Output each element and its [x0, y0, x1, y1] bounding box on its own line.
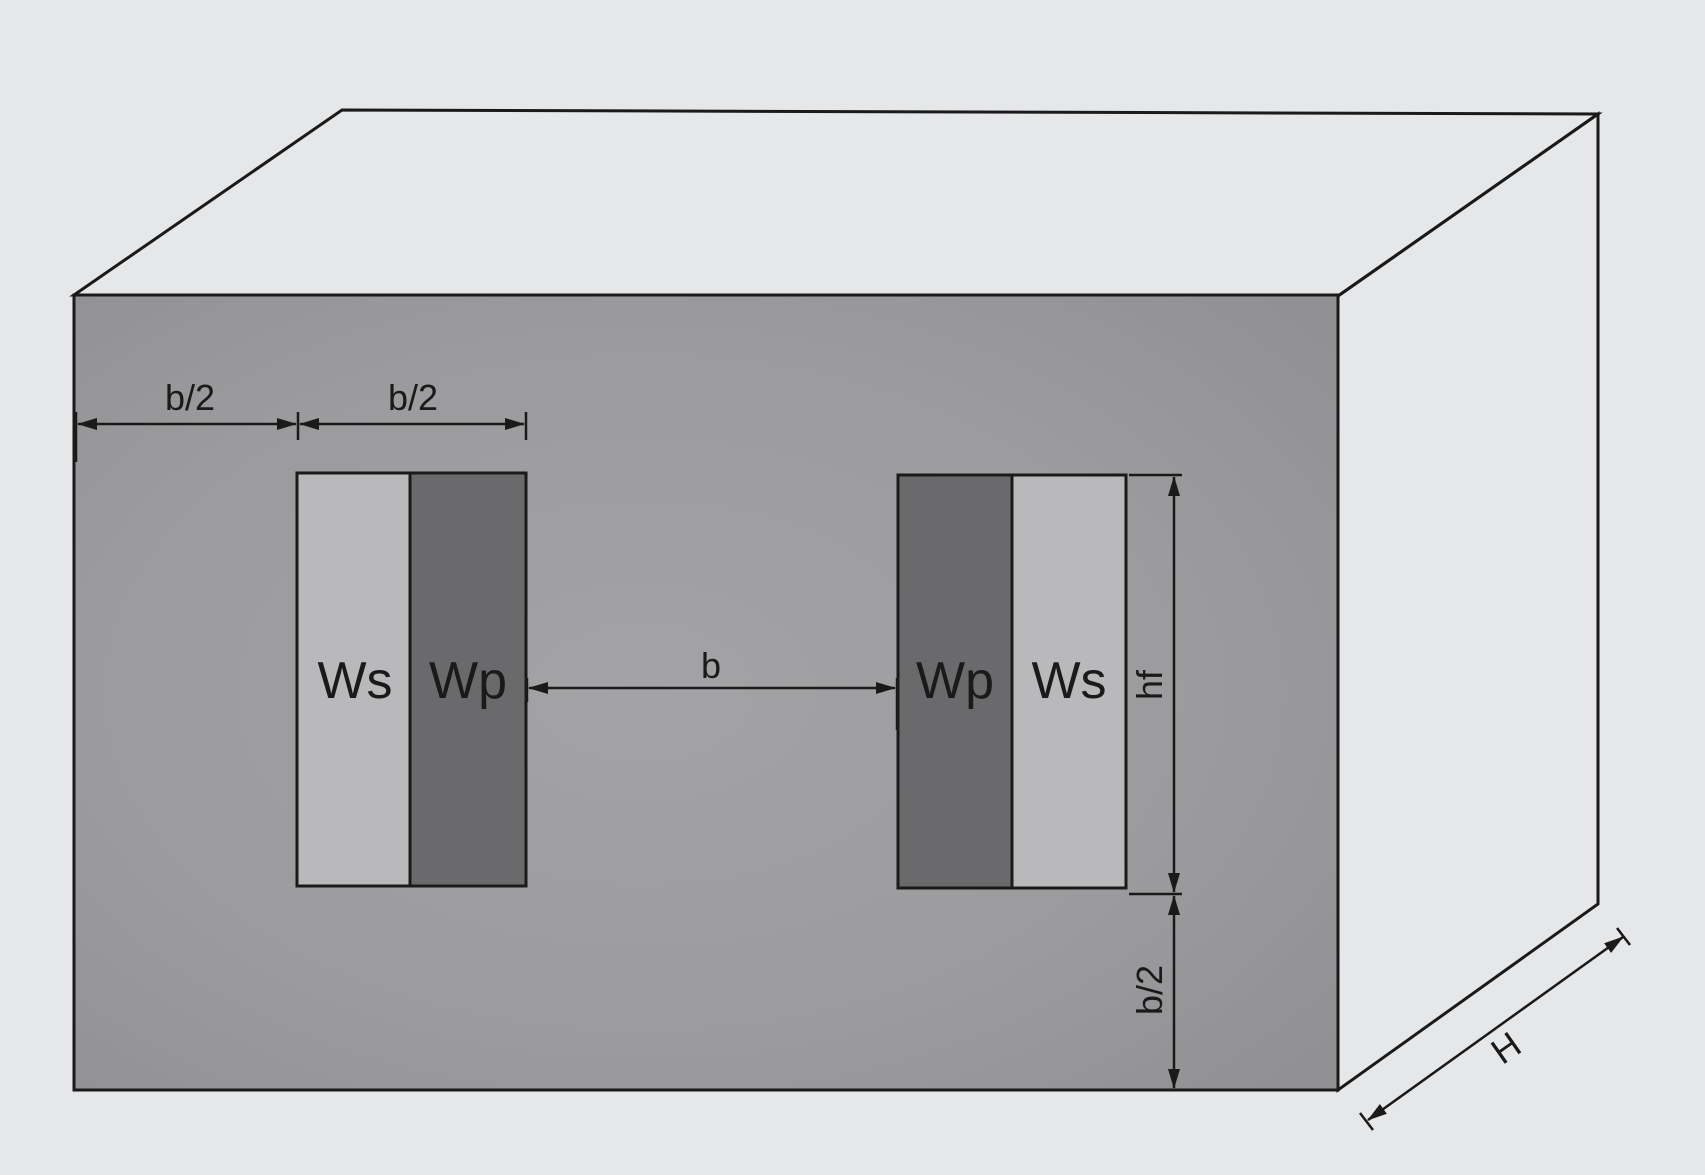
right-ws-label: Ws	[1031, 652, 1106, 710]
right-secondary-winding	[1010, 473, 1128, 890]
dim-top-left: b/2	[74, 377, 300, 462]
left-secondary-winding	[295, 471, 412, 888]
dim-center-gap-label: b	[701, 645, 721, 686]
left-wp-label: Wp	[429, 652, 507, 710]
dim-depth-label: H	[1483, 1024, 1528, 1072]
dim-top-window: b/2	[299, 377, 528, 440]
dim-window-height-label: hf	[1129, 669, 1170, 700]
left-primary-winding	[408, 471, 528, 888]
dim-bottom-right: b/2	[1129, 895, 1180, 1089]
right-wp-label: Wp	[916, 652, 994, 710]
top-face	[69, 108, 1603, 298]
dim-center-gap: b	[525, 645, 899, 730]
left-window: Ws Wp	[295, 471, 528, 888]
dim-depth: H	[1359, 927, 1631, 1131]
dim-top-left-label: b/2	[165, 377, 215, 418]
dim-top-window-label: b/2	[388, 377, 438, 418]
side-face	[1336, 111, 1600, 1093]
dim-bottom-right-label: b/2	[1129, 965, 1170, 1015]
dim-window-height: hf	[1129, 473, 1182, 896]
left-ws-label: Ws	[317, 652, 392, 710]
right-window: Wp Ws	[896, 473, 1128, 890]
